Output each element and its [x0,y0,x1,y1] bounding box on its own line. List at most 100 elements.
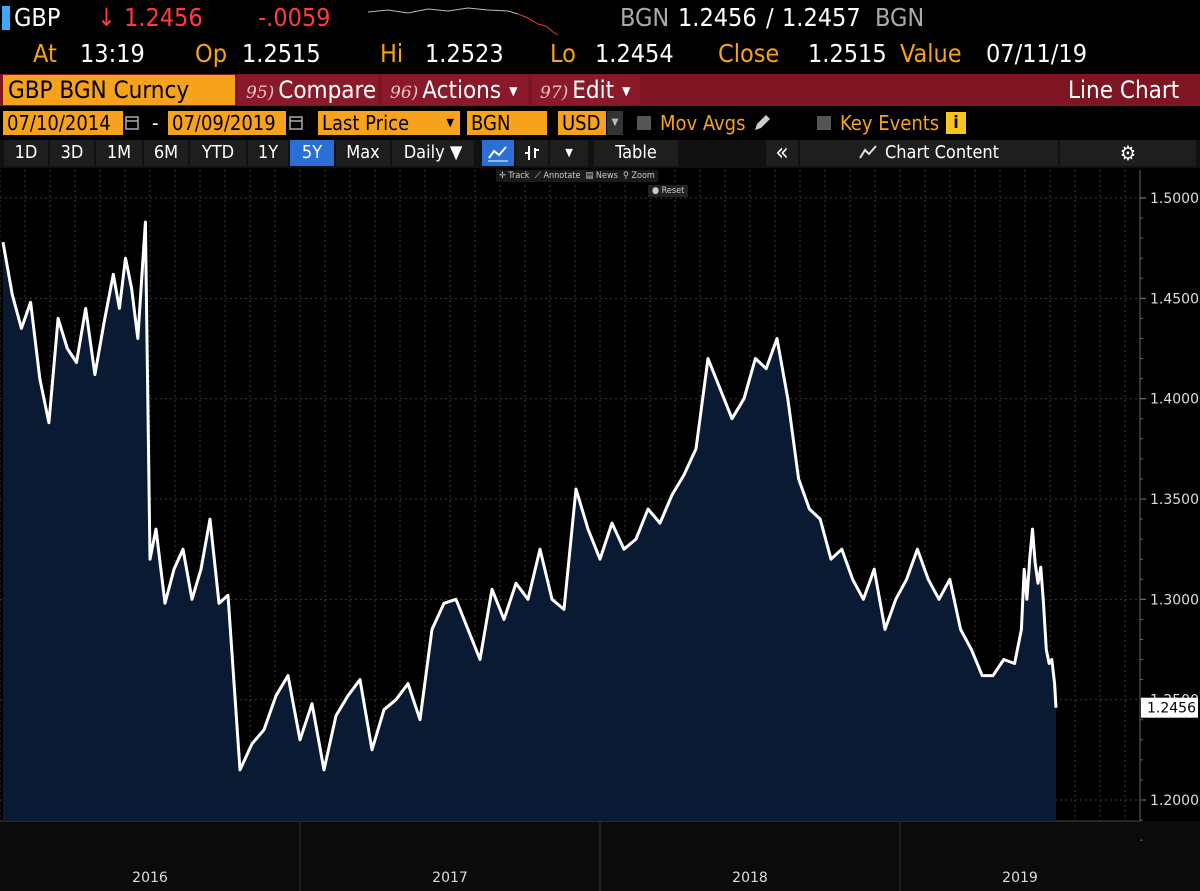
reset-label: Reset [661,186,685,196]
close-value: 1.2515 [808,39,887,68]
price-line [1,220,1058,772]
actions-label: Actions [422,76,502,104]
net-change: -.0059 [258,3,331,32]
quote-header: GBP ↓ 1.2456 -.0059 BGN 1.2456 / 1.2457 … [0,0,1200,36]
high-label: Hi [380,39,404,68]
field-selector[interactable]: Last Price ▼ [318,111,460,135]
ticker: GBP [14,3,61,32]
compare-number: 95) [246,83,275,103]
edit-button[interactable]: 97) Edit ▼ [532,75,640,105]
chart-content-button[interactable]: Chart Content [800,140,1058,166]
low-value: 1.2454 [595,39,674,68]
compare-button[interactable]: 95) Compare [238,75,378,105]
annotate-icon: ⟋ [534,171,541,181]
ticker-marker [2,6,10,30]
compare-label: Compare [278,76,377,104]
bid-ask-separator: / [766,3,774,32]
caret-down-icon: ▼ [509,84,518,98]
price-area [3,222,1056,822]
at-value: 13:19 [80,39,145,68]
period-5y[interactable]: 5Y [290,140,334,166]
ask-price: 1.2457 [782,3,861,32]
chart-content-icon [859,145,877,159]
x-tick-label: 2018 [732,870,768,886]
last-value-label: 1.2456 [1147,701,1196,717]
y-tick-label: 1.3000 [1150,592,1199,608]
zoom-tool[interactable]: Zoom [631,171,655,181]
track-icon: ✛ [499,171,506,181]
caret-down-icon[interactable]: ▼ [607,111,623,135]
ask-source: BGN [875,3,925,32]
high-value: 1.2523 [425,39,504,68]
last-price: 1.2456 [124,3,203,32]
open-label: Op [195,39,227,68]
actions-button[interactable]: 96) Actions ▼ [382,75,528,105]
period-6m[interactable]: 6M [144,140,188,166]
security-field[interactable]: GBP BGN Curncy [3,75,235,105]
sparkline [368,7,559,36]
open-value: 1.2515 [242,39,321,68]
x-tick-label: 2016 [132,870,168,886]
actions-number: 96) [390,83,419,103]
value-date-label: Value [900,39,962,68]
y-tick-label: 1.4000 [1150,392,1199,408]
chart-style-caret-icon[interactable]: ▼ [550,140,588,166]
calendar-icon[interactable] [289,111,303,135]
key-events-label: Key Events [840,111,940,135]
edit-label: Edit [572,76,615,104]
down-arrow-icon: ↓ [97,3,116,32]
frequency-selector[interactable]: Daily ▼ [392,140,474,166]
table-button[interactable]: Table [594,140,678,166]
period-max[interactable]: Max [336,140,390,166]
currency-field[interactable]: USD [558,111,606,135]
at-label: At [33,39,57,68]
period-1y[interactable]: 1Y [248,140,288,166]
bar-chart-icon[interactable] [516,140,548,166]
period-1m[interactable]: 1M [96,140,142,166]
x-tick-label: 2017 [432,870,468,886]
source-field[interactable]: BGN [467,111,547,135]
chart-type-label[interactable]: Line Chart [1068,76,1180,104]
calendar-icon[interactable] [125,111,139,135]
track-tool[interactable]: Track [508,171,530,181]
end-date-field[interactable]: 07/09/2019 [168,111,286,135]
low-label: Lo [550,39,576,68]
line-chart-icon[interactable] [482,140,514,166]
edit-number: 97) [540,83,569,103]
period-1d[interactable]: 1D [4,140,48,166]
stats-row: At 13:19 Op 1.2515 Hi 1.2523 Lo 1.2454 C… [0,36,1200,102]
y-tick-label: 1.5000 [1150,191,1199,207]
y-tick-label: 1.3500 [1150,492,1199,508]
caret-down-icon: ▼ [446,116,454,129]
caret-down-icon: ▼ [622,84,631,98]
mov-avgs-checkbox[interactable] [637,116,651,130]
reset-button[interactable]: ● Reset [648,185,689,197]
x-tick-label: 2019 [1002,870,1038,886]
news-tool[interactable]: News [595,171,618,181]
price-chart[interactable]: 1.20001.25001.30001.35001.40001.45001.50… [0,170,1200,891]
collapse-icon[interactable]: « [766,140,798,166]
period-3d[interactable]: 3D [50,140,94,166]
field-selector-value: Last Price [322,111,410,135]
period-ytd[interactable]: YTD [190,140,246,166]
pencil-icon[interactable] [752,113,772,133]
bid-price: 1.2456 [678,3,757,32]
info-icon[interactable]: i [946,112,966,134]
annotate-tool[interactable]: Annotate [543,171,581,181]
close-label: Close [718,39,780,68]
start-date-field[interactable]: 07/10/2014 [3,111,123,135]
key-events-checkbox[interactable] [817,116,831,130]
last-value-box [1141,697,1198,718]
bid-source: BGN [620,3,670,32]
y-tick-label: 1.2000 [1150,793,1199,809]
chart-content-label: Chart Content [884,142,1000,163]
zoom-icon: ⚲ [622,171,629,181]
value-date: 07/11/19 [986,39,1088,68]
date-range-dash: - [152,111,159,135]
y-tick-label: 1.4500 [1150,291,1199,307]
gear-icon[interactable]: ⚙ [1060,140,1196,166]
mov-avgs-label: Mov Avgs [660,111,746,135]
chart-tools: ✛ Track ⟋ Annotate ▤ News ⚲ Zoom [496,170,658,182]
reset-icon: ● [652,186,660,196]
news-icon: ▤ [585,171,594,181]
